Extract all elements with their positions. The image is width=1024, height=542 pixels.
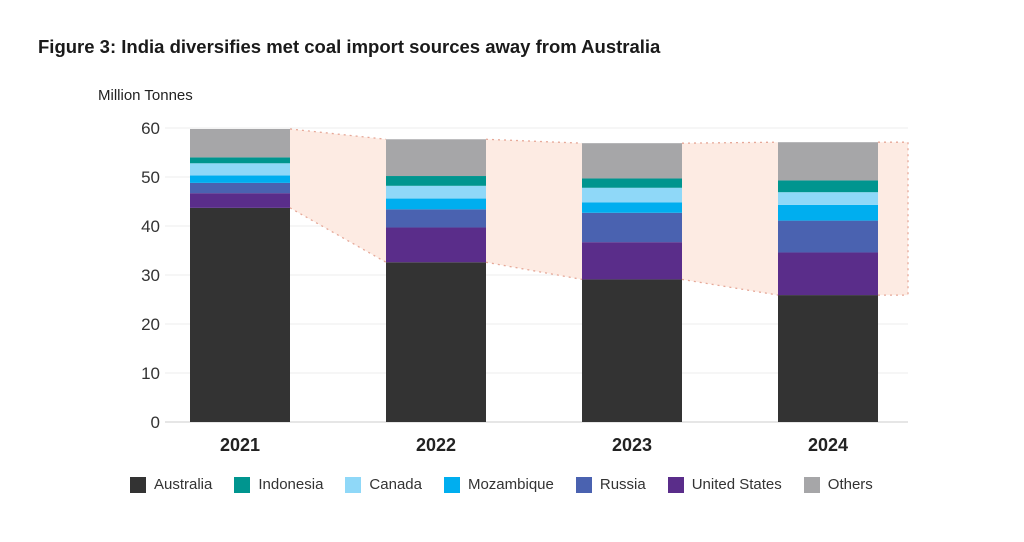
legend-item: Russia bbox=[575, 476, 646, 493]
legend-label: United States bbox=[691, 476, 782, 493]
bar-mozambique-2023 bbox=[582, 202, 682, 213]
bar-indonesia-2024 bbox=[778, 180, 878, 193]
y-tick-label: 60 bbox=[141, 119, 160, 138]
bar-australia-2023 bbox=[582, 279, 682, 422]
y-tick-label: 20 bbox=[141, 315, 160, 334]
legend-swatch bbox=[667, 476, 684, 493]
legend-label: Others bbox=[827, 476, 873, 493]
bar-united-states-2024 bbox=[778, 252, 878, 296]
legend-item: Canada bbox=[345, 476, 422, 493]
bar-united-states-2021 bbox=[190, 193, 290, 208]
bar-australia-2022 bbox=[386, 262, 486, 422]
legend-swatch bbox=[345, 476, 362, 493]
bar-canada-2021 bbox=[190, 163, 290, 176]
y-tick-label: 10 bbox=[141, 364, 160, 383]
bar-indonesia-2023 bbox=[582, 178, 682, 188]
y-tick-label: 0 bbox=[151, 413, 160, 432]
x-tick-label: 2021 bbox=[220, 435, 260, 455]
legend-label: Indonesia bbox=[258, 476, 324, 493]
bar-mozambique-2021 bbox=[190, 175, 290, 183]
y-tick-label: 30 bbox=[141, 266, 160, 285]
y-tick-label: 50 bbox=[141, 168, 160, 187]
y-axis-label: Million Tonnes bbox=[98, 87, 193, 104]
legend-item: Mozambique bbox=[443, 476, 554, 493]
bar-indonesia-2022 bbox=[386, 176, 486, 186]
legend-item: Others bbox=[803, 476, 873, 493]
gap-bottom-dotted-line bbox=[289, 207, 387, 263]
x-tick-label: 2022 bbox=[416, 435, 456, 455]
bar-others-2023 bbox=[582, 143, 682, 179]
bar-australia-2024 bbox=[778, 295, 878, 422]
bar-russia-2022 bbox=[386, 209, 486, 228]
y-tick-label: 40 bbox=[141, 217, 160, 236]
legend: Australia Indonesia Canada Mozambique Russia… bbox=[130, 476, 895, 493]
bar-russia-2024 bbox=[778, 220, 878, 253]
legend-swatch bbox=[443, 476, 460, 493]
bar-indonesia-2021 bbox=[190, 157, 290, 164]
legend-item: Indonesia bbox=[234, 476, 323, 493]
bar-canada-2024 bbox=[778, 192, 878, 205]
bar-russia-2023 bbox=[582, 212, 682, 243]
legend-label: Mozambique bbox=[467, 476, 554, 493]
gap-top-dotted-line bbox=[485, 138, 583, 144]
gap-top-dotted-line bbox=[289, 128, 387, 140]
chart-title: Figure 3: India diversifies met coal imp… bbox=[38, 36, 661, 57]
shaded-gap bbox=[486, 139, 582, 280]
shaded-gap bbox=[878, 142, 908, 296]
gap-top-dotted-line bbox=[681, 141, 779, 144]
bar-canada-2022 bbox=[386, 185, 486, 199]
x-tick-label: 2023 bbox=[612, 435, 652, 455]
gap-bottom-dotted-line bbox=[681, 278, 779, 296]
legend-swatch bbox=[234, 476, 251, 493]
x-tick-label: 2024 bbox=[808, 435, 848, 455]
bar-others-2024 bbox=[778, 142, 878, 181]
legend-swatch bbox=[575, 476, 592, 493]
bar-united-states-2023 bbox=[582, 242, 682, 280]
legend-label: Russia bbox=[599, 476, 646, 493]
bar-mozambique-2024 bbox=[778, 204, 878, 221]
legend-item: Australia bbox=[130, 476, 212, 493]
bar-russia-2021 bbox=[190, 182, 290, 194]
legend-item: United States bbox=[667, 476, 782, 493]
legend-label: Australia bbox=[154, 476, 213, 493]
shaded-gap bbox=[682, 142, 778, 296]
bar-others-2022 bbox=[386, 139, 486, 177]
legend-swatch bbox=[803, 476, 820, 493]
bar-others-2021 bbox=[190, 128, 290, 158]
bar-mozambique-2022 bbox=[386, 198, 486, 210]
legend-swatch bbox=[130, 476, 146, 493]
bar-united-states-2022 bbox=[386, 227, 486, 263]
shaded-gap bbox=[290, 128, 386, 263]
bar-australia-2021 bbox=[190, 207, 290, 422]
gap-bottom-dotted-line bbox=[485, 261, 583, 281]
legend-label: Canada bbox=[369, 476, 422, 493]
bar-canada-2023 bbox=[582, 187, 682, 203]
